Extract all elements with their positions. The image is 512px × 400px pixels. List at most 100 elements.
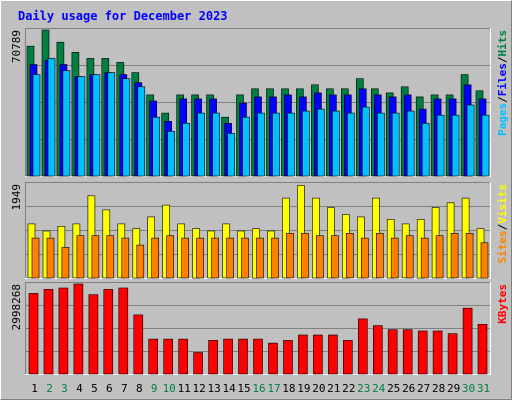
legend-item: Sites	[496, 230, 509, 263]
bar-pages-30	[466, 104, 475, 177]
bar-sites-20	[316, 235, 324, 279]
x-tick-label-9: 9	[151, 382, 158, 395]
x-tick-label-16: 16	[252, 382, 265, 395]
x-tick-label-23: 23	[357, 382, 370, 395]
bar-sites-15	[241, 237, 249, 279]
x-tick-label-11: 11	[178, 382, 191, 395]
bar-pages-22	[346, 112, 355, 177]
x-tick-label-26: 26	[402, 382, 415, 395]
x-tick-label-21: 21	[327, 382, 340, 395]
panel-max-label: 2998268	[10, 284, 23, 330]
bar-pages-21	[332, 110, 340, 177]
bar-kbytes-13	[208, 340, 218, 375]
x-tick-label-3: 3	[61, 382, 68, 395]
x-tick-label-29: 29	[447, 382, 460, 395]
panel-legend: KBytes	[496, 284, 509, 324]
x-tick-label-8: 8	[136, 382, 143, 395]
bar-kbytes-20	[313, 334, 323, 375]
x-tick-label-18: 18	[282, 382, 295, 395]
bar-sites-5	[91, 235, 100, 279]
panel-legend: Sites/Visits	[496, 184, 509, 264]
bar-sites-27	[420, 237, 429, 279]
bar-pages-5	[92, 74, 101, 177]
bar-pages-17	[272, 112, 280, 177]
bar-kbytes-15	[238, 338, 248, 375]
x-tick-label-17: 17	[267, 382, 280, 395]
bar-sites-21	[331, 235, 339, 279]
bar-kbytes-17	[268, 342, 278, 375]
x-tick-label-25: 25	[387, 382, 400, 395]
x-tick-label-12: 12	[192, 382, 205, 395]
bar-kbytes-24	[372, 325, 383, 375]
panel-bottom: 2998268 KBytes	[10, 282, 509, 375]
bar-pages-4	[77, 76, 86, 177]
bar-pages-18	[287, 112, 295, 177]
bar-kbytes-14	[223, 338, 233, 375]
bar-pages-11	[182, 123, 190, 177]
legend-item: Pages	[496, 103, 509, 136]
bar-kbytes-31	[477, 323, 488, 375]
bar-kbytes-29	[447, 333, 458, 375]
x-tick-label-6: 6	[106, 382, 113, 395]
bar-kbytes-19	[298, 334, 308, 375]
bar-sites-13	[211, 237, 219, 279]
bar-sites-8	[136, 244, 145, 279]
bar-kbytes-9	[148, 338, 158, 375]
bar-visits-19	[297, 185, 305, 279]
bar-kbytes-26	[402, 329, 413, 375]
bar-kbytes-22	[342, 340, 353, 375]
bar-pages-1	[32, 74, 41, 177]
bar-kbytes-6	[103, 289, 114, 375]
x-tick-label-14: 14	[222, 382, 236, 395]
x-tick-label-30: 30	[462, 382, 475, 395]
bar-pages-24	[376, 112, 385, 177]
bar-sites-29	[450, 233, 459, 279]
bar-pages-7	[122, 78, 131, 177]
bar-pages-29	[451, 114, 460, 177]
bar-sites-9	[151, 237, 159, 279]
bar-sites-12	[196, 237, 204, 279]
x-tick-label-28: 28	[432, 382, 445, 395]
bar-kbytes-30	[462, 307, 473, 375]
x-tick-label-20: 20	[312, 382, 325, 395]
bar-sites-1	[31, 237, 40, 279]
panel-max-label: 70789	[10, 30, 23, 63]
bar-kbytes-25	[387, 329, 398, 375]
bar-kbytes-7	[118, 287, 129, 375]
bar-sites-24	[375, 233, 384, 279]
bar-sites-25	[390, 237, 399, 279]
x-tick-label-1: 1	[31, 382, 38, 395]
bar-pages-23	[361, 106, 370, 177]
bar-pages-26	[406, 110, 415, 177]
bar-sites-16	[256, 237, 264, 279]
x-tick-label-13: 13	[207, 382, 220, 395]
bar-sites-31	[480, 242, 489, 279]
legend-item: KBytes	[496, 284, 509, 324]
bar-pages-6	[107, 72, 116, 177]
x-tick-label-31: 31	[477, 382, 490, 395]
chart-panels: 70789Pages/Files/Hits1949Sites/Visits299…	[10, 28, 509, 375]
bar-sites-17	[271, 237, 279, 279]
bar-pages-31	[481, 114, 490, 177]
bar-sites-26	[405, 235, 414, 279]
bar-sites-18	[286, 233, 294, 279]
bar-kbytes-18	[283, 340, 293, 375]
legend-item: /	[496, 223, 509, 230]
x-tick-label-5: 5	[91, 382, 98, 395]
panel-middle: 1949 Sites/Visits	[10, 182, 509, 279]
bar-pages-25	[391, 112, 400, 177]
legend-item: /	[496, 56, 509, 63]
bar-sites-28	[435, 235, 444, 279]
bar-kbytes-16	[253, 338, 263, 375]
x-tick-label-22: 22	[342, 382, 355, 395]
x-axis-labels: 1 2 3 4 5 6 7 8 9 10 11 12 13 14 15 16 17 18 19 20 21 22 23 24 2…	[31, 382, 490, 395]
bar-kbytes-28	[432, 330, 443, 375]
bar-sites-4	[76, 235, 85, 279]
chart-title: Daily usage for December 2023	[18, 9, 228, 23]
bar-kbytes-27	[417, 330, 428, 375]
bar-sites-6	[106, 235, 115, 279]
bar-sites-7	[121, 237, 130, 279]
panel-max-label: 1949	[10, 184, 23, 211]
bar-kbytes-12	[193, 352, 203, 375]
